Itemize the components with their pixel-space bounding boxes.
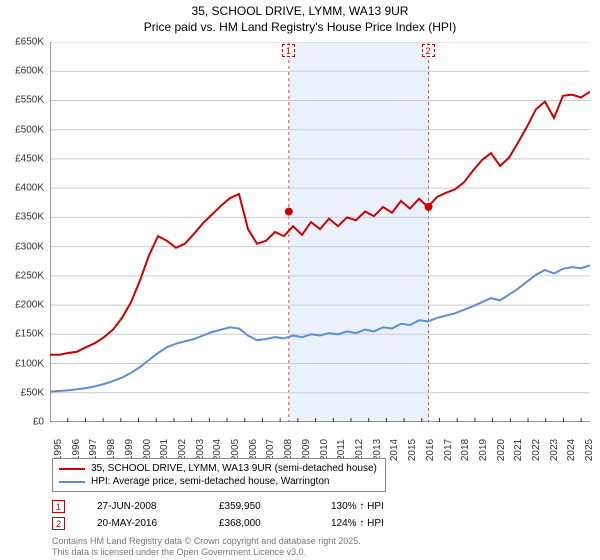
x-tick-label: 2020 bbox=[496, 439, 507, 461]
x-tick-label: 2018 bbox=[460, 439, 471, 461]
legend-swatch bbox=[59, 481, 85, 483]
x-tick-label: 2025 bbox=[584, 439, 595, 461]
sale-row: 2 20-MAY-2016 £368,000 124% ↑ HPI bbox=[52, 515, 384, 532]
x-tick-label: 2015 bbox=[407, 439, 418, 461]
x-tick-label: 2024 bbox=[566, 439, 577, 461]
y-tick-label: £400K bbox=[15, 183, 44, 194]
y-tick-label: £600K bbox=[15, 66, 44, 77]
x-tick-label: 2017 bbox=[443, 439, 454, 461]
y-tick-label: £0 bbox=[33, 417, 44, 428]
legend-swatch bbox=[59, 468, 85, 470]
legend-label: 35, SCHOOL DRIVE, LYMM, WA13 9UR (semi-d… bbox=[91, 463, 377, 474]
title-line2: Price paid vs. HM Land Registry's House … bbox=[0, 20, 600, 36]
x-tick-label: 2022 bbox=[531, 439, 542, 461]
x-tick-label: 2016 bbox=[425, 439, 436, 461]
legend-label: HPI: Average price, semi-detached house,… bbox=[91, 476, 329, 487]
sale-price: £368,000 bbox=[219, 518, 299, 529]
legend-item: 35, SCHOOL DRIVE, LYMM, WA13 9UR (semi-d… bbox=[59, 462, 377, 475]
x-tick-label: 2021 bbox=[513, 439, 524, 461]
footer-line1: Contains HM Land Registry data © Crown c… bbox=[52, 536, 361, 547]
y-tick-label: £100K bbox=[15, 358, 44, 369]
sale-date: 27-JUN-2008 bbox=[97, 501, 187, 512]
chart-plot-area: 12 bbox=[50, 42, 590, 422]
y-tick-label: £200K bbox=[15, 300, 44, 311]
title-block: 35, SCHOOL DRIVE, LYMM, WA13 9UR Price p… bbox=[0, 0, 600, 35]
y-tick-label: £350K bbox=[15, 212, 44, 223]
legend-item: HPI: Average price, semi-detached house,… bbox=[59, 475, 377, 488]
x-tick-label: 2014 bbox=[389, 439, 400, 461]
x-axis: 1995199619971998199920002001200220032004… bbox=[50, 422, 590, 456]
sale-callout: 2 bbox=[422, 44, 435, 57]
y-tick-label: £150K bbox=[15, 329, 44, 340]
sales-table: 1 27-JUN-2008 £359,950 130% ↑ HPI 2 20-MAY-20… bbox=[52, 498, 384, 532]
footer: Contains HM Land Registry data © Crown c… bbox=[52, 536, 361, 558]
sale-callout: 1 bbox=[282, 44, 295, 57]
sale-marker: 1 bbox=[52, 500, 65, 513]
chart-container: 35, SCHOOL DRIVE, LYMM, WA13 9UR Price p… bbox=[0, 0, 600, 560]
sale-date: 20-MAY-2016 bbox=[97, 518, 187, 529]
y-axis: £0£50K£100K£150K£200K£250K£300K£350K£400… bbox=[0, 42, 48, 422]
title-line1: 35, SCHOOL DRIVE, LYMM, WA13 9UR bbox=[0, 4, 600, 20]
y-tick-label: £50K bbox=[21, 387, 44, 398]
x-tick-label: 2023 bbox=[549, 439, 560, 461]
y-tick-label: £250K bbox=[15, 270, 44, 281]
y-tick-label: £300K bbox=[15, 241, 44, 252]
sale-marker: 2 bbox=[52, 517, 65, 530]
legend: 35, SCHOOL DRIVE, LYMM, WA13 9UR (semi-d… bbox=[52, 458, 386, 492]
y-tick-label: £500K bbox=[15, 124, 44, 135]
sale-price: £359,950 bbox=[219, 501, 299, 512]
sale-pct: 124% ↑ HPI bbox=[331, 518, 384, 529]
footer-line2: This data is licensed under the Open Gov… bbox=[52, 547, 361, 558]
chart-svg bbox=[50, 42, 590, 422]
sale-row: 1 27-JUN-2008 £359,950 130% ↑ HPI bbox=[52, 498, 384, 515]
y-tick-label: £550K bbox=[15, 95, 44, 106]
x-tick-label: 2019 bbox=[478, 439, 489, 461]
y-tick-label: £650K bbox=[15, 37, 44, 48]
sale-pct: 130% ↑ HPI bbox=[331, 501, 384, 512]
y-tick-label: £450K bbox=[15, 153, 44, 164]
